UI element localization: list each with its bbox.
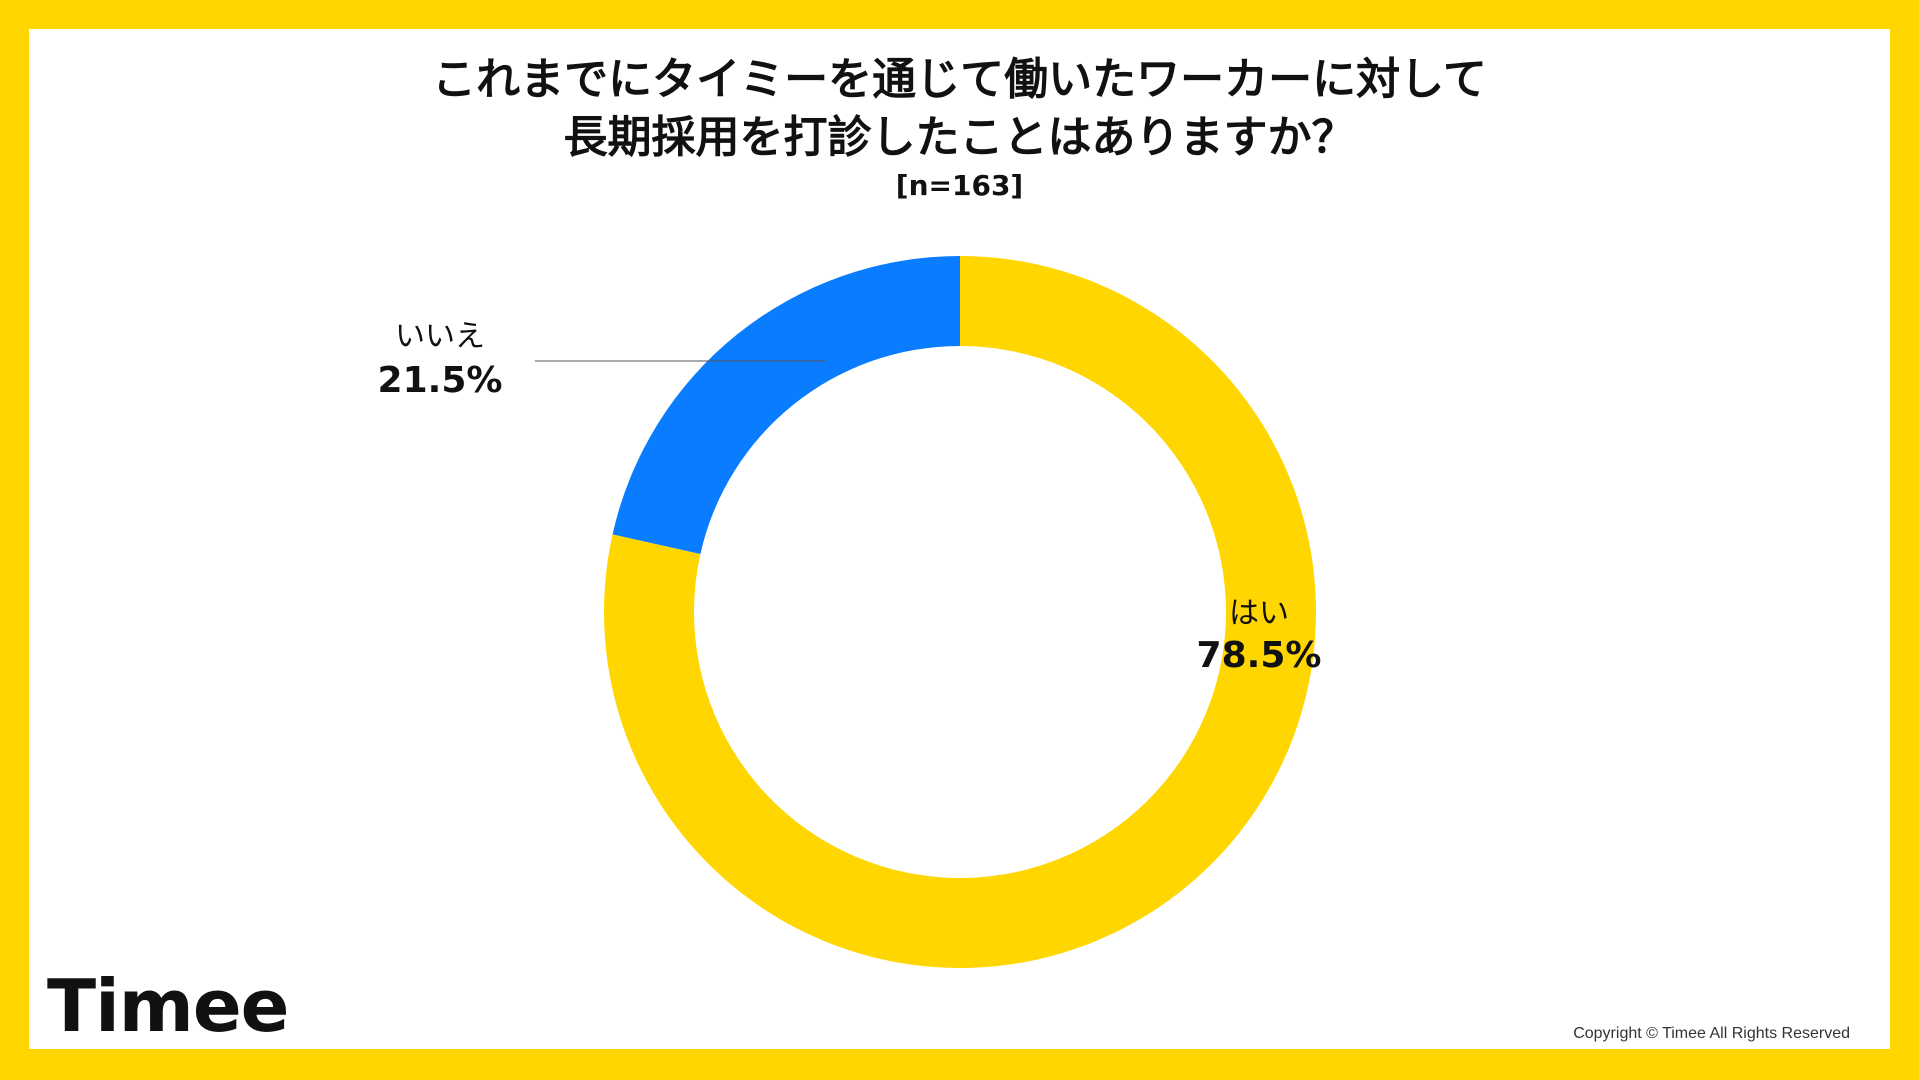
label-no-value: 21.5%: [378, 360, 503, 401]
sample-size: [n=163]: [895, 169, 1024, 202]
donut-chart: いいえ 21.5% はい 78.5%: [378, 256, 1322, 969]
title-line-2: 長期採用を打診したことはありますか？: [563, 112, 1356, 163]
label-yes-category: はい: [1229, 596, 1289, 631]
label-yes-value: 78.5%: [1197, 635, 1322, 676]
copyright-text: Copyright © Timee All Rights Reserved: [1573, 1025, 1850, 1042]
slice-no: [612, 256, 960, 554]
title-line-1: これまでにタイミーを通じて働いたワーカーに対して: [432, 54, 1487, 105]
chart-title: これまでにタイミーを通じて働いたワーカーに対して 長期採用を打診したことはありま…: [29, 51, 1890, 167]
label-no-category: いいえ: [395, 319, 485, 354]
timee-logo: Timee: [47, 964, 289, 1048]
chart-panel: これまでにタイミーを通じて働いたワーカーに対して 長期採用を打診したことはありま…: [29, 29, 1890, 1049]
